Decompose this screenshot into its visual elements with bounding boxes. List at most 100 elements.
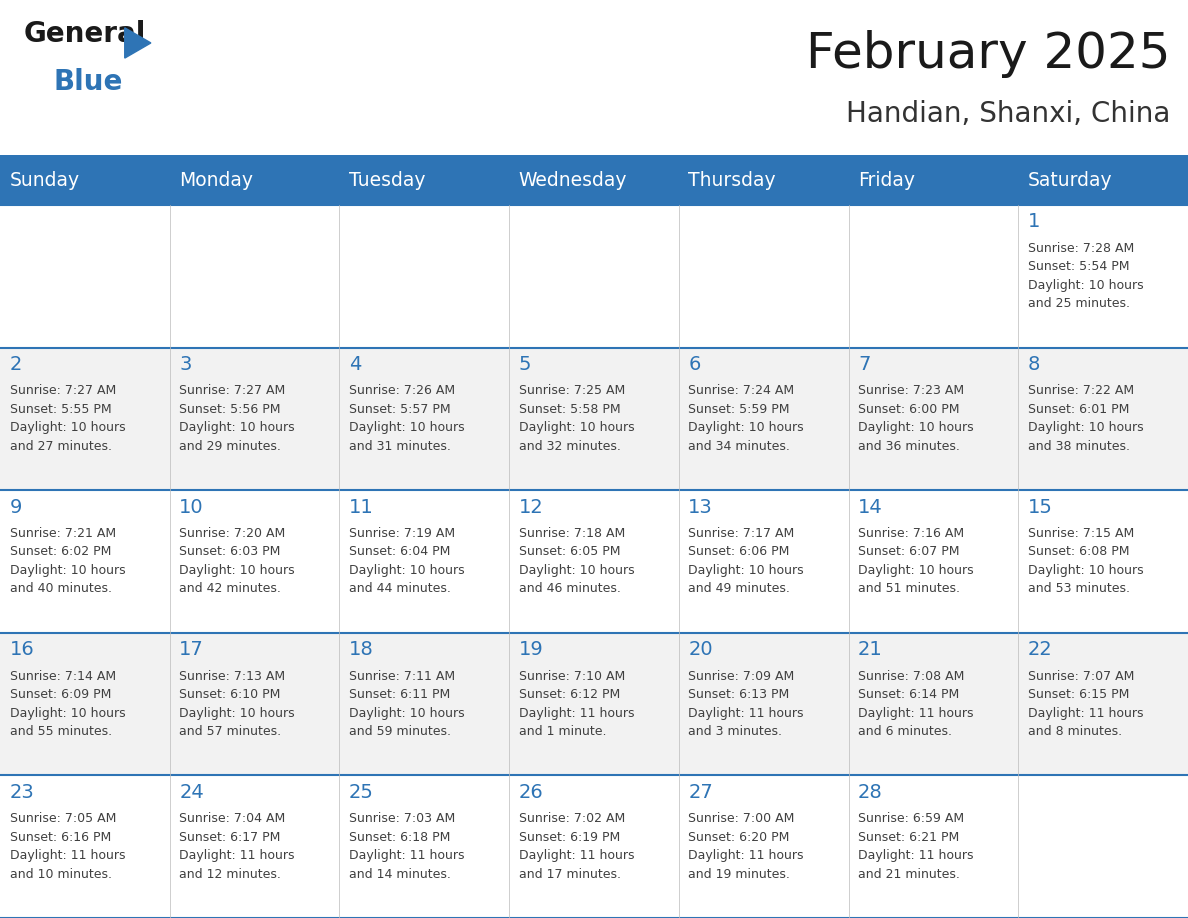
Bar — [0, 776, 170, 918]
Bar — [678, 348, 848, 490]
Text: Sunrise: 7:08 AM
Sunset: 6:14 PM
Daylight: 11 hours
and 6 minutes.: Sunrise: 7:08 AM Sunset: 6:14 PM Dayligh… — [858, 669, 974, 738]
Text: Sunrise: 7:27 AM
Sunset: 5:56 PM
Daylight: 10 hours
and 29 minutes.: Sunrise: 7:27 AM Sunset: 5:56 PM Dayligh… — [179, 385, 295, 453]
Bar — [340, 776, 510, 918]
Text: Sunrise: 7:22 AM
Sunset: 6:01 PM
Daylight: 10 hours
and 38 minutes.: Sunrise: 7:22 AM Sunset: 6:01 PM Dayligh… — [1028, 385, 1143, 453]
Bar — [510, 490, 678, 633]
Text: 20: 20 — [688, 640, 713, 659]
Text: Sunrise: 7:05 AM
Sunset: 6:16 PM
Daylight: 11 hours
and 10 minutes.: Sunrise: 7:05 AM Sunset: 6:16 PM Dayligh… — [10, 812, 125, 880]
Text: Sunrise: 6:59 AM
Sunset: 6:21 PM
Daylight: 11 hours
and 21 minutes.: Sunrise: 6:59 AM Sunset: 6:21 PM Dayligh… — [858, 812, 974, 880]
Text: Sunrise: 7:27 AM
Sunset: 5:55 PM
Daylight: 10 hours
and 27 minutes.: Sunrise: 7:27 AM Sunset: 5:55 PM Dayligh… — [10, 385, 125, 453]
Bar — [170, 490, 340, 633]
Text: 3: 3 — [179, 355, 191, 374]
Bar — [848, 490, 1018, 633]
Bar — [848, 155, 1018, 205]
Bar — [340, 490, 510, 633]
Text: Sunrise: 7:16 AM
Sunset: 6:07 PM
Daylight: 10 hours
and 51 minutes.: Sunrise: 7:16 AM Sunset: 6:07 PM Dayligh… — [858, 527, 974, 596]
Text: 2: 2 — [10, 355, 21, 374]
Text: 10: 10 — [179, 498, 204, 517]
Bar — [340, 348, 510, 490]
Text: Saturday: Saturday — [1028, 171, 1112, 189]
Bar — [848, 205, 1018, 348]
Text: Tuesday: Tuesday — [349, 171, 425, 189]
Bar — [340, 205, 510, 348]
Text: Sunrise: 7:00 AM
Sunset: 6:20 PM
Daylight: 11 hours
and 19 minutes.: Sunrise: 7:00 AM Sunset: 6:20 PM Dayligh… — [688, 812, 804, 880]
Bar — [510, 633, 678, 776]
Text: 24: 24 — [179, 783, 204, 801]
Text: Sunrise: 7:04 AM
Sunset: 6:17 PM
Daylight: 11 hours
and 12 minutes.: Sunrise: 7:04 AM Sunset: 6:17 PM Dayligh… — [179, 812, 295, 880]
Text: Sunrise: 7:21 AM
Sunset: 6:02 PM
Daylight: 10 hours
and 40 minutes.: Sunrise: 7:21 AM Sunset: 6:02 PM Dayligh… — [10, 527, 125, 596]
Text: Sunrise: 7:10 AM
Sunset: 6:12 PM
Daylight: 11 hours
and 1 minute.: Sunrise: 7:10 AM Sunset: 6:12 PM Dayligh… — [519, 669, 634, 738]
Text: Sunrise: 7:25 AM
Sunset: 5:58 PM
Daylight: 10 hours
and 32 minutes.: Sunrise: 7:25 AM Sunset: 5:58 PM Dayligh… — [519, 385, 634, 453]
Text: Sunrise: 7:23 AM
Sunset: 6:00 PM
Daylight: 10 hours
and 36 minutes.: Sunrise: 7:23 AM Sunset: 6:00 PM Dayligh… — [858, 385, 974, 453]
Text: Friday: Friday — [858, 171, 915, 189]
Text: Sunrise: 7:24 AM
Sunset: 5:59 PM
Daylight: 10 hours
and 34 minutes.: Sunrise: 7:24 AM Sunset: 5:59 PM Dayligh… — [688, 385, 804, 453]
Text: 17: 17 — [179, 640, 204, 659]
Text: February 2025: February 2025 — [805, 30, 1170, 78]
Text: 21: 21 — [858, 640, 883, 659]
Bar — [848, 633, 1018, 776]
Text: 7: 7 — [858, 355, 871, 374]
Text: Monday: Monday — [179, 171, 253, 189]
Bar — [510, 155, 678, 205]
Text: 18: 18 — [349, 640, 374, 659]
Bar — [1018, 776, 1188, 918]
Text: 19: 19 — [519, 640, 543, 659]
Bar — [0, 633, 170, 776]
Text: Sunrise: 7:15 AM
Sunset: 6:08 PM
Daylight: 10 hours
and 53 minutes.: Sunrise: 7:15 AM Sunset: 6:08 PM Dayligh… — [1028, 527, 1143, 596]
Text: Sunrise: 7:11 AM
Sunset: 6:11 PM
Daylight: 10 hours
and 59 minutes.: Sunrise: 7:11 AM Sunset: 6:11 PM Dayligh… — [349, 669, 465, 738]
Text: 1: 1 — [1028, 212, 1041, 231]
Text: 9: 9 — [10, 498, 21, 517]
Bar — [1018, 348, 1188, 490]
Text: Sunrise: 7:20 AM
Sunset: 6:03 PM
Daylight: 10 hours
and 42 minutes.: Sunrise: 7:20 AM Sunset: 6:03 PM Dayligh… — [179, 527, 295, 596]
Text: 28: 28 — [858, 783, 883, 801]
Text: 25: 25 — [349, 783, 374, 801]
Bar — [678, 205, 848, 348]
Text: Handian, Shanxi, China: Handian, Shanxi, China — [846, 100, 1170, 128]
Text: Wednesday: Wednesday — [519, 171, 627, 189]
Text: Sunrise: 7:26 AM
Sunset: 5:57 PM
Daylight: 10 hours
and 31 minutes.: Sunrise: 7:26 AM Sunset: 5:57 PM Dayligh… — [349, 385, 465, 453]
Text: Sunrise: 7:07 AM
Sunset: 6:15 PM
Daylight: 11 hours
and 8 minutes.: Sunrise: 7:07 AM Sunset: 6:15 PM Dayligh… — [1028, 669, 1143, 738]
Text: 22: 22 — [1028, 640, 1053, 659]
Text: Sunrise: 7:09 AM
Sunset: 6:13 PM
Daylight: 11 hours
and 3 minutes.: Sunrise: 7:09 AM Sunset: 6:13 PM Dayligh… — [688, 669, 804, 738]
Bar — [1018, 205, 1188, 348]
Text: 8: 8 — [1028, 355, 1041, 374]
Bar — [170, 633, 340, 776]
Bar — [1018, 490, 1188, 633]
Text: 15: 15 — [1028, 498, 1053, 517]
Text: 26: 26 — [519, 783, 543, 801]
Bar — [678, 155, 848, 205]
Text: 23: 23 — [10, 783, 34, 801]
Bar — [0, 348, 170, 490]
Text: 4: 4 — [349, 355, 361, 374]
Bar — [848, 776, 1018, 918]
Bar — [678, 776, 848, 918]
Text: Sunrise: 7:28 AM
Sunset: 5:54 PM
Daylight: 10 hours
and 25 minutes.: Sunrise: 7:28 AM Sunset: 5:54 PM Dayligh… — [1028, 241, 1143, 310]
Bar — [340, 633, 510, 776]
Text: Sunday: Sunday — [10, 171, 80, 189]
Bar — [848, 348, 1018, 490]
Bar — [678, 490, 848, 633]
Text: 6: 6 — [688, 355, 701, 374]
Text: General: General — [24, 20, 146, 48]
Bar — [0, 205, 170, 348]
Text: Thursday: Thursday — [688, 171, 776, 189]
Text: 12: 12 — [519, 498, 543, 517]
Text: Sunrise: 7:02 AM
Sunset: 6:19 PM
Daylight: 11 hours
and 17 minutes.: Sunrise: 7:02 AM Sunset: 6:19 PM Dayligh… — [519, 812, 634, 880]
Bar — [170, 348, 340, 490]
Bar — [510, 776, 678, 918]
Text: 11: 11 — [349, 498, 374, 517]
Bar — [170, 205, 340, 348]
Bar — [0, 155, 170, 205]
Text: 13: 13 — [688, 498, 713, 517]
Text: Sunrise: 7:17 AM
Sunset: 6:06 PM
Daylight: 10 hours
and 49 minutes.: Sunrise: 7:17 AM Sunset: 6:06 PM Dayligh… — [688, 527, 804, 596]
Bar — [170, 776, 340, 918]
Bar — [510, 205, 678, 348]
Text: Blue: Blue — [53, 68, 122, 95]
Text: 27: 27 — [688, 783, 713, 801]
Bar — [170, 155, 340, 205]
Text: Sunrise: 7:18 AM
Sunset: 6:05 PM
Daylight: 10 hours
and 46 minutes.: Sunrise: 7:18 AM Sunset: 6:05 PM Dayligh… — [519, 527, 634, 596]
Text: 5: 5 — [519, 355, 531, 374]
Text: 14: 14 — [858, 498, 883, 517]
Text: Sunrise: 7:13 AM
Sunset: 6:10 PM
Daylight: 10 hours
and 57 minutes.: Sunrise: 7:13 AM Sunset: 6:10 PM Dayligh… — [179, 669, 295, 738]
Text: 16: 16 — [10, 640, 34, 659]
